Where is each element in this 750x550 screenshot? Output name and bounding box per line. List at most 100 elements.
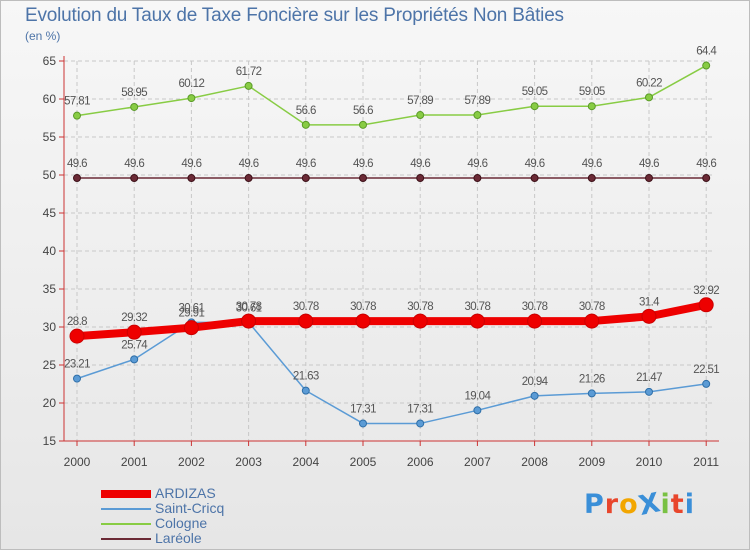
data-label-ardizas: 30.78 [579,301,605,313]
data-point-saint-cricq [73,374,81,383]
data-label-ardizas: 30.78 [407,301,433,313]
data-label-ardizas: 28.8 [67,316,87,328]
x-tick-label: 2007 [464,455,491,469]
data-label-saint-cricq: 21.63 [293,371,319,383]
data-label-lareole: 49.6 [525,158,545,170]
series-line-cologne [76,64,707,126]
data-label-saint-cricq: 25.74 [121,339,148,351]
data-label-lareole: 49.6 [239,158,259,170]
data-label-ardizas: 29.91 [179,308,205,320]
data-label-saint-cricq: 30.61 [236,302,262,314]
legend-label: Saint-Cricq [155,500,225,516]
y-tick-label: 60 [43,92,57,106]
data-label-saint-cricq: 17.31 [407,403,433,415]
data-label-lareole: 49.6 [582,158,602,170]
data-point-ardizas [183,320,199,336]
data-label-cologne: 59.05 [522,86,548,98]
data-point-ardizas [584,313,600,329]
y-axis-unit: (en %) [25,29,61,43]
data-point-cologne [530,102,539,111]
data-point-saint-cricq [416,419,425,428]
data-point-saint-cricq [645,387,653,396]
x-tick-label: 2009 [578,455,605,469]
data-point-lareole [530,174,539,183]
data-label-lareole: 49.6 [467,158,487,170]
data-label-cologne: 64.4 [696,46,717,58]
data-point-cologne [587,102,596,111]
legend-swatch [101,489,151,498]
data-point-ardizas [412,313,428,329]
y-tick-label: 50 [43,168,57,182]
x-tick-label: 2004 [292,455,319,469]
data-point-lareole [702,174,711,183]
data-point-lareole [416,174,425,183]
y-tick-label: 45 [43,206,57,220]
data-point-ardizas [69,328,85,344]
legend-swatch [101,537,151,540]
data-label-saint-cricq: 23.21 [64,359,90,371]
data-point-cologne [473,111,482,120]
legend-item-saint-cricq: Saint-Cricq [101,501,224,516]
y-tick-label: 40 [43,244,57,258]
data-point-cologne [73,111,81,120]
data-point-saint-cricq [359,419,367,428]
y-tick-label: 55 [43,130,57,144]
data-label-ardizas: 29.32 [121,312,147,324]
data-point-ardizas [641,308,657,324]
legend-label: ARDIZAS [155,485,216,501]
legend-swatch [101,507,151,510]
x-tick-label: 2011 [693,455,719,469]
data-label-lareole: 49.6 [181,158,201,170]
proxiti-logo: ProXiti [584,487,695,522]
data-point-ardizas [241,313,257,329]
x-tick-label: 2006 [407,455,434,469]
legend-label: Laréole [155,530,202,546]
y-tick-label: 15 [43,434,57,448]
data-label-cologne: 60.12 [179,78,205,90]
y-tick-label: 20 [43,396,57,410]
x-tick-label: 2002 [178,455,205,469]
chart-legend: ARDIZAS Saint-Cricq Cologne Laréole [101,486,224,546]
data-point-cologne [301,120,310,129]
data-label-ardizas: 30.78 [350,301,376,313]
legend-label: Cologne [155,515,208,531]
data-point-lareole [645,174,653,183]
data-label-lareole: 49.6 [696,158,716,170]
data-label-ardizas: 31.4 [639,296,660,308]
data-label-cologne: 60.22 [636,77,662,89]
data-label-lareole: 49.6 [124,158,144,170]
legend-item-ardizas: ARDIZAS [101,486,224,501]
data-point-saint-cricq [530,391,539,400]
legend-swatch [101,522,151,525]
data-point-cologne [359,120,367,129]
data-point-ardizas [527,313,543,329]
data-label-saint-cricq: 19.04 [465,390,492,402]
data-point-cologne [416,111,425,120]
series-line-saint-cricq [76,321,707,425]
data-point-saint-cricq [301,386,310,395]
data-point-ardizas [355,313,371,329]
data-point-lareole [587,174,596,183]
y-tick-label: 65 [43,54,57,68]
data-point-lareole [73,174,81,183]
data-point-ardizas [698,297,714,313]
data-point-lareole [473,174,482,183]
y-tick-label: 30 [43,320,57,334]
data-label-ardizas: 32.92 [693,285,719,297]
data-label-ardizas: 30.78 [293,301,319,313]
data-label-ardizas: 30.78 [236,301,262,313]
x-tick-label: 2010 [636,455,663,469]
data-label-cologne: 57.89 [407,95,433,107]
data-point-cologne [244,81,253,90]
data-point-ardizas [469,313,485,329]
data-label-cologne: 58.95 [121,87,147,99]
data-point-saint-cricq [587,389,596,398]
x-tick-label: 2001 [121,455,148,469]
data-label-lareole: 49.6 [67,158,87,170]
data-label-cologne: 59.05 [579,86,605,98]
series-line-ardizas [73,300,711,341]
data-point-lareole [130,174,139,183]
data-point-cologne [187,94,196,103]
